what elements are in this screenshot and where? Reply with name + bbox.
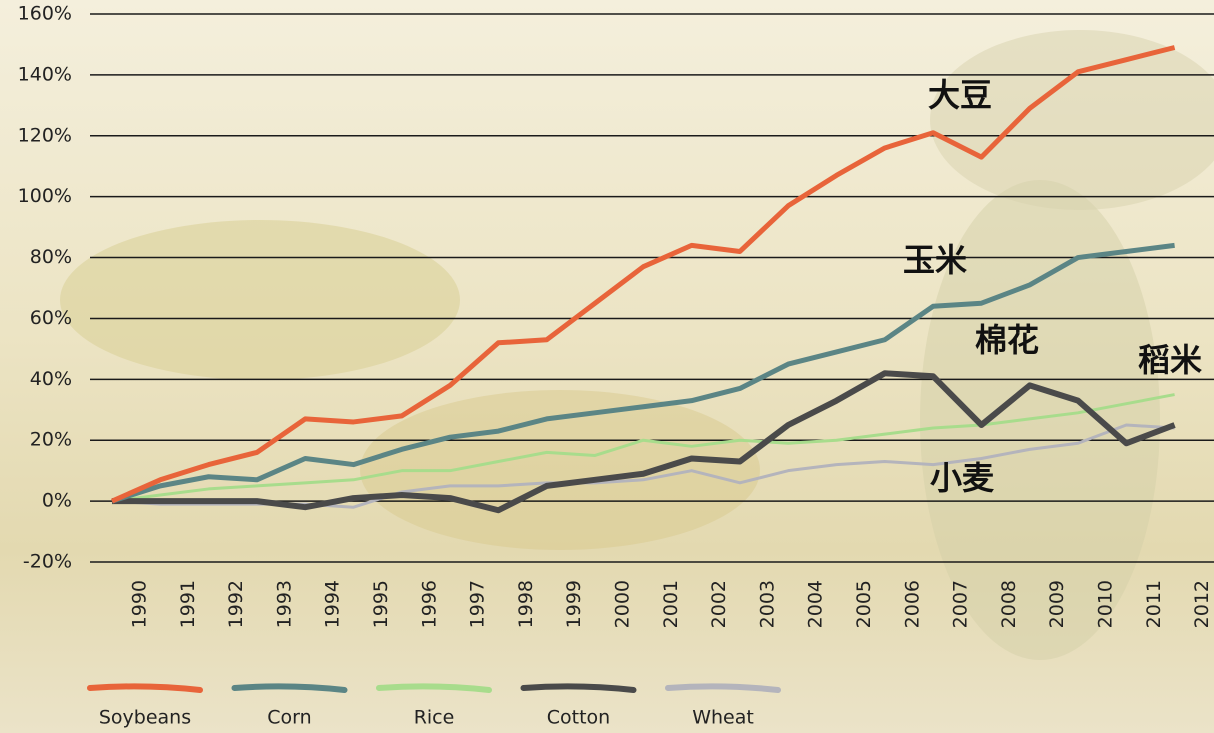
x-tick-label: 2011 bbox=[1143, 580, 1165, 628]
y-tick-label: 20% bbox=[30, 429, 72, 451]
legend-label: Rice bbox=[414, 707, 455, 729]
legend-label: Wheat bbox=[692, 707, 754, 729]
x-tick-label: 2006 bbox=[901, 580, 923, 628]
x-tick-label: 2009 bbox=[1046, 580, 1068, 628]
y-tick-label: -20% bbox=[23, 551, 72, 573]
y-tick-label: 140% bbox=[18, 63, 72, 85]
legend-label: Corn bbox=[267, 707, 311, 729]
y-tick-label: 40% bbox=[30, 368, 72, 390]
x-tick-label: 2001 bbox=[660, 580, 682, 628]
x-tick-label: 1996 bbox=[418, 580, 440, 628]
chart: -20% 0% 20% 40% 60% 80% 100% 120% 140% 160% 1990 19… bbox=[0, 0, 1214, 733]
x-tick-label: 2000 bbox=[612, 580, 634, 628]
x-tick-label: 1993 bbox=[273, 580, 295, 628]
x-tick-label: 2002 bbox=[708, 580, 730, 628]
x-tick-label: 2012 bbox=[1191, 580, 1213, 628]
y-tick-label: 60% bbox=[30, 307, 72, 329]
x-tick-label: 2007 bbox=[950, 580, 972, 628]
x-tick-label: 1997 bbox=[467, 580, 489, 628]
x-tick-label: 2010 bbox=[1095, 580, 1117, 628]
legend-swatch bbox=[668, 686, 778, 690]
x-tick-label: 1991 bbox=[177, 580, 199, 628]
y-tick-label: 0% bbox=[42, 490, 72, 512]
series-annotation: 棉花 bbox=[975, 321, 1039, 359]
x-tick-label: 1992 bbox=[225, 580, 247, 628]
y-tick-label: 160% bbox=[18, 3, 72, 25]
series-annotation: 小麦 bbox=[930, 459, 995, 497]
x-tick-label: 1994 bbox=[322, 580, 344, 628]
y-tick-label: 80% bbox=[30, 246, 72, 268]
x-tick-label: 2003 bbox=[756, 580, 778, 628]
x-tick-label: 2004 bbox=[805, 580, 827, 628]
legend-label: Cotton bbox=[547, 707, 610, 729]
x-tick-label: 1998 bbox=[515, 580, 537, 628]
x-tick-label: 2008 bbox=[998, 580, 1020, 628]
x-tick-label: 1990 bbox=[129, 580, 151, 628]
bg-leaf bbox=[60, 220, 460, 380]
series-annotation: 大豆 bbox=[928, 76, 992, 114]
legend-swatch bbox=[235, 686, 345, 690]
legend-swatch bbox=[524, 686, 634, 690]
series-annotation: 玉米 bbox=[903, 241, 967, 279]
legend-swatch bbox=[379, 686, 489, 690]
x-tick-label: 2005 bbox=[853, 580, 875, 628]
series-annotation: 稻米 bbox=[1138, 341, 1202, 379]
x-tick-label: 1999 bbox=[563, 580, 585, 628]
x-tick-label: 1995 bbox=[370, 580, 392, 628]
legend-label: Soybeans bbox=[99, 707, 191, 729]
y-tick-label: 100% bbox=[18, 185, 72, 207]
y-tick-label: 120% bbox=[18, 124, 72, 146]
legend-swatch bbox=[90, 686, 200, 690]
